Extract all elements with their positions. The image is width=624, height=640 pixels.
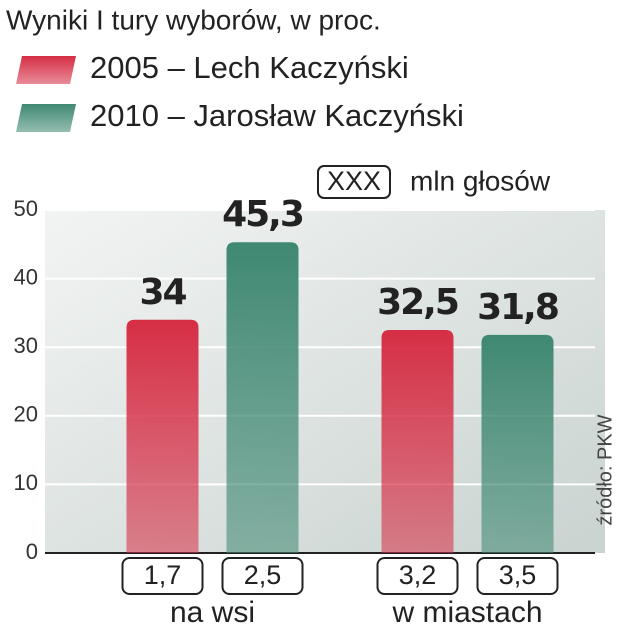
legend-label: 2005 – Lech Kaczyński: [90, 50, 409, 85]
bar: [481, 334, 554, 553]
legend-swatch: [16, 104, 76, 132]
bar: [381, 330, 454, 553]
legend-label: 2010 – Jarosław Kaczyński: [90, 98, 464, 133]
votes-key-box: [317, 165, 391, 199]
legend-swatch: [16, 56, 76, 84]
votes-key: XXX: [327, 166, 381, 196]
bar: [226, 242, 299, 553]
votes-label: 1,7: [144, 560, 182, 590]
data-label: 34: [139, 272, 186, 313]
votes-label: 3,2: [399, 560, 437, 590]
data-label: 45,3: [222, 194, 303, 235]
chart-title: Wyniki I tury wyborów, w proc.: [6, 4, 381, 35]
votes-box: [121, 557, 204, 595]
y-tick-label: 0: [26, 539, 38, 564]
x-tick-label: na wsi: [170, 596, 255, 629]
votes-unit: mln głosów: [410, 165, 551, 196]
votes-box: [376, 557, 459, 595]
y-tick-label: 50: [14, 196, 38, 221]
y-tick-label: 30: [14, 333, 38, 358]
x-tick-label: w miastach: [391, 596, 542, 629]
votes-box: [221, 557, 304, 595]
y-tick-label: 40: [14, 264, 38, 289]
data-label: 31,8: [477, 287, 558, 328]
y-tick-label: 10: [14, 470, 38, 495]
data-label: 32,5: [377, 282, 458, 323]
source: źródło: PKW: [594, 414, 616, 525]
votes-label: 2,5: [244, 560, 282, 590]
votes-box: [476, 557, 559, 595]
bar: [126, 319, 199, 553]
y-tick-label: 20: [14, 402, 38, 427]
votes-label: 3,5: [499, 560, 537, 590]
